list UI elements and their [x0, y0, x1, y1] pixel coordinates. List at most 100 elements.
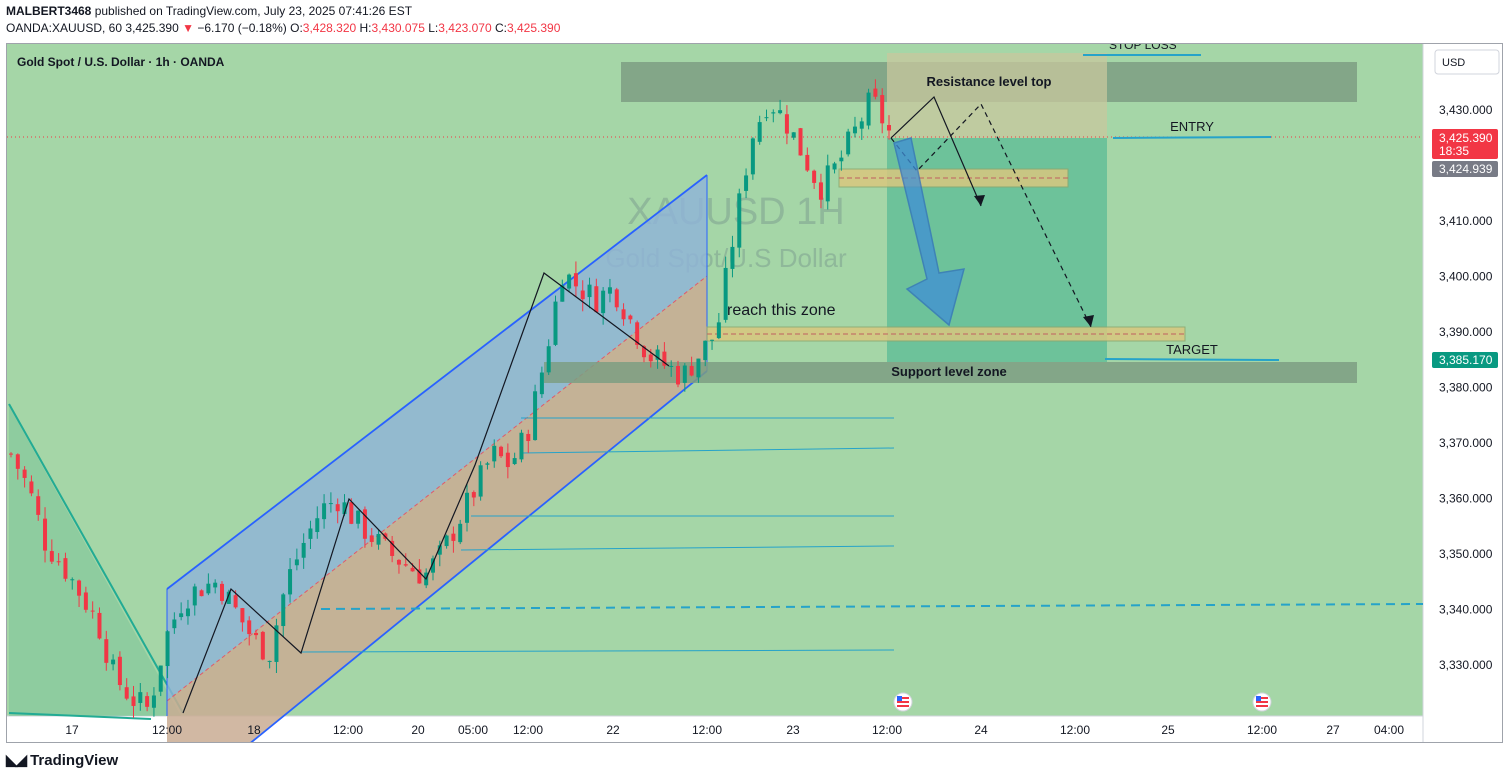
candle-up[interactable]	[315, 518, 320, 533]
candle-up[interactable]	[430, 558, 435, 573]
candle-up[interactable]	[560, 285, 565, 302]
candle-up[interactable]	[458, 523, 463, 543]
candle-down[interactable]	[104, 639, 109, 663]
candle-down[interactable]	[254, 632, 259, 636]
candle-down[interactable]	[873, 88, 878, 97]
stop-loss-zone[interactable]	[887, 53, 1107, 138]
reach-zone[interactable]	[706, 326, 1186, 342]
us-event-icon-2[interactable]	[1252, 692, 1272, 712]
candle-up[interactable]	[485, 463, 490, 465]
candle-up[interactable]	[771, 112, 776, 114]
candle-down[interactable]	[410, 567, 415, 572]
candle-down[interactable]	[29, 481, 34, 494]
candle-up[interactable]	[791, 132, 796, 138]
candle-down[interactable]	[818, 182, 823, 200]
candle-down[interactable]	[97, 612, 102, 639]
candle-down[interactable]	[499, 446, 504, 457]
candle-up[interactable]	[839, 157, 844, 162]
channel-lower-line[interactable]	[167, 370, 708, 743]
candle-up[interactable]	[322, 503, 327, 520]
big-down-arrow-icon[interactable]	[893, 137, 966, 327]
candle-up[interactable]	[682, 365, 687, 383]
support-zone[interactable]	[544, 362, 1357, 383]
candle-up[interactable]	[288, 569, 293, 595]
candle-up[interactable]	[213, 582, 218, 588]
candle-down[interactable]	[90, 610, 95, 612]
candle-down[interactable]	[335, 504, 340, 512]
candle-up[interactable]	[179, 613, 184, 618]
candle-down[interactable]	[798, 128, 803, 156]
candle-up[interactable]	[70, 579, 75, 581]
candle-down[interactable]	[396, 559, 401, 565]
candle-down[interactable]	[594, 286, 599, 313]
candle-up[interactable]	[716, 322, 721, 339]
candle-up[interactable]	[723, 267, 728, 320]
candle-down[interactable]	[43, 518, 48, 551]
candle-up[interactable]	[553, 301, 558, 345]
candle-up[interactable]	[308, 528, 313, 539]
candle-up[interactable]	[825, 165, 830, 202]
candle-down[interactable]	[22, 469, 27, 478]
candle-down[interactable]	[369, 535, 374, 542]
candle-down[interactable]	[240, 608, 245, 623]
candle-down[interactable]	[812, 170, 817, 183]
candle-down[interactable]	[15, 454, 20, 469]
candle-up[interactable]	[737, 193, 742, 248]
candle-up[interactable]	[601, 290, 606, 314]
candle-up[interactable]	[465, 492, 470, 523]
candle-down[interactable]	[49, 551, 54, 562]
candle-up[interactable]	[281, 594, 286, 627]
candle-up[interactable]	[512, 458, 517, 465]
candle-up[interactable]	[764, 117, 769, 119]
level-line-2[interactable]	[520, 447, 895, 454]
candle-down[interactable]	[145, 696, 150, 707]
candle-up[interactable]	[478, 465, 483, 497]
candle-up[interactable]	[356, 510, 361, 524]
candle-down[interactable]	[471, 492, 476, 498]
candle-up[interactable]	[165, 631, 170, 667]
candle-up[interactable]	[138, 692, 143, 703]
candle-up[interactable]	[669, 365, 674, 367]
candle-down[interactable]	[349, 502, 354, 524]
candle-down[interactable]	[131, 696, 136, 706]
price-axis[interactable]	[1423, 44, 1503, 743]
candle-down[interactable]	[451, 533, 456, 541]
candle-down[interactable]	[36, 496, 41, 515]
candle-down[interactable]	[417, 569, 422, 584]
downtrend-line[interactable]	[8, 403, 184, 714]
candle-down[interactable]	[689, 365, 694, 376]
candle-up[interactable]	[859, 121, 864, 129]
candle-down[interactable]	[887, 125, 891, 131]
candle-up[interactable]	[546, 346, 551, 373]
target-line[interactable]	[1104, 358, 1280, 361]
candle-up[interactable]	[294, 559, 299, 566]
candles[interactable]	[9, 79, 891, 718]
candle-up[interactable]	[151, 695, 156, 708]
candle-up[interactable]	[778, 110, 783, 114]
candle-down[interactable]	[124, 687, 129, 699]
candle-up[interactable]	[267, 660, 272, 662]
candle-up[interactable]	[301, 542, 306, 558]
candle-up[interactable]	[852, 126, 857, 134]
candle-down[interactable]	[573, 273, 578, 287]
candle-up[interactable]	[519, 432, 524, 460]
candle-up[interactable]	[832, 163, 837, 170]
entry-line[interactable]	[1112, 136, 1272, 139]
candle-down[interactable]	[77, 580, 82, 596]
zigzag-drawing[interactable]	[182, 272, 670, 714]
chart-frame[interactable]: XAUUSD 1H Gold Spot/U.S Dollar STOP	[6, 43, 1503, 743]
candle-up[interactable]	[703, 340, 708, 361]
candle-up[interactable]	[342, 502, 347, 515]
candle-up[interactable]	[533, 391, 538, 441]
candle-up[interactable]	[567, 274, 572, 289]
candle-down[interactable]	[648, 354, 653, 362]
candle-down[interactable]	[641, 346, 646, 358]
candle-up[interactable]	[846, 131, 851, 155]
candle-up[interactable]	[158, 665, 163, 692]
candle-down[interactable]	[362, 509, 367, 539]
candle-down[interactable]	[526, 433, 531, 442]
candle-down[interactable]	[805, 154, 810, 171]
candle-up[interactable]	[607, 287, 612, 294]
candle-down[interactable]	[63, 558, 68, 579]
candle-down[interactable]	[621, 309, 626, 320]
